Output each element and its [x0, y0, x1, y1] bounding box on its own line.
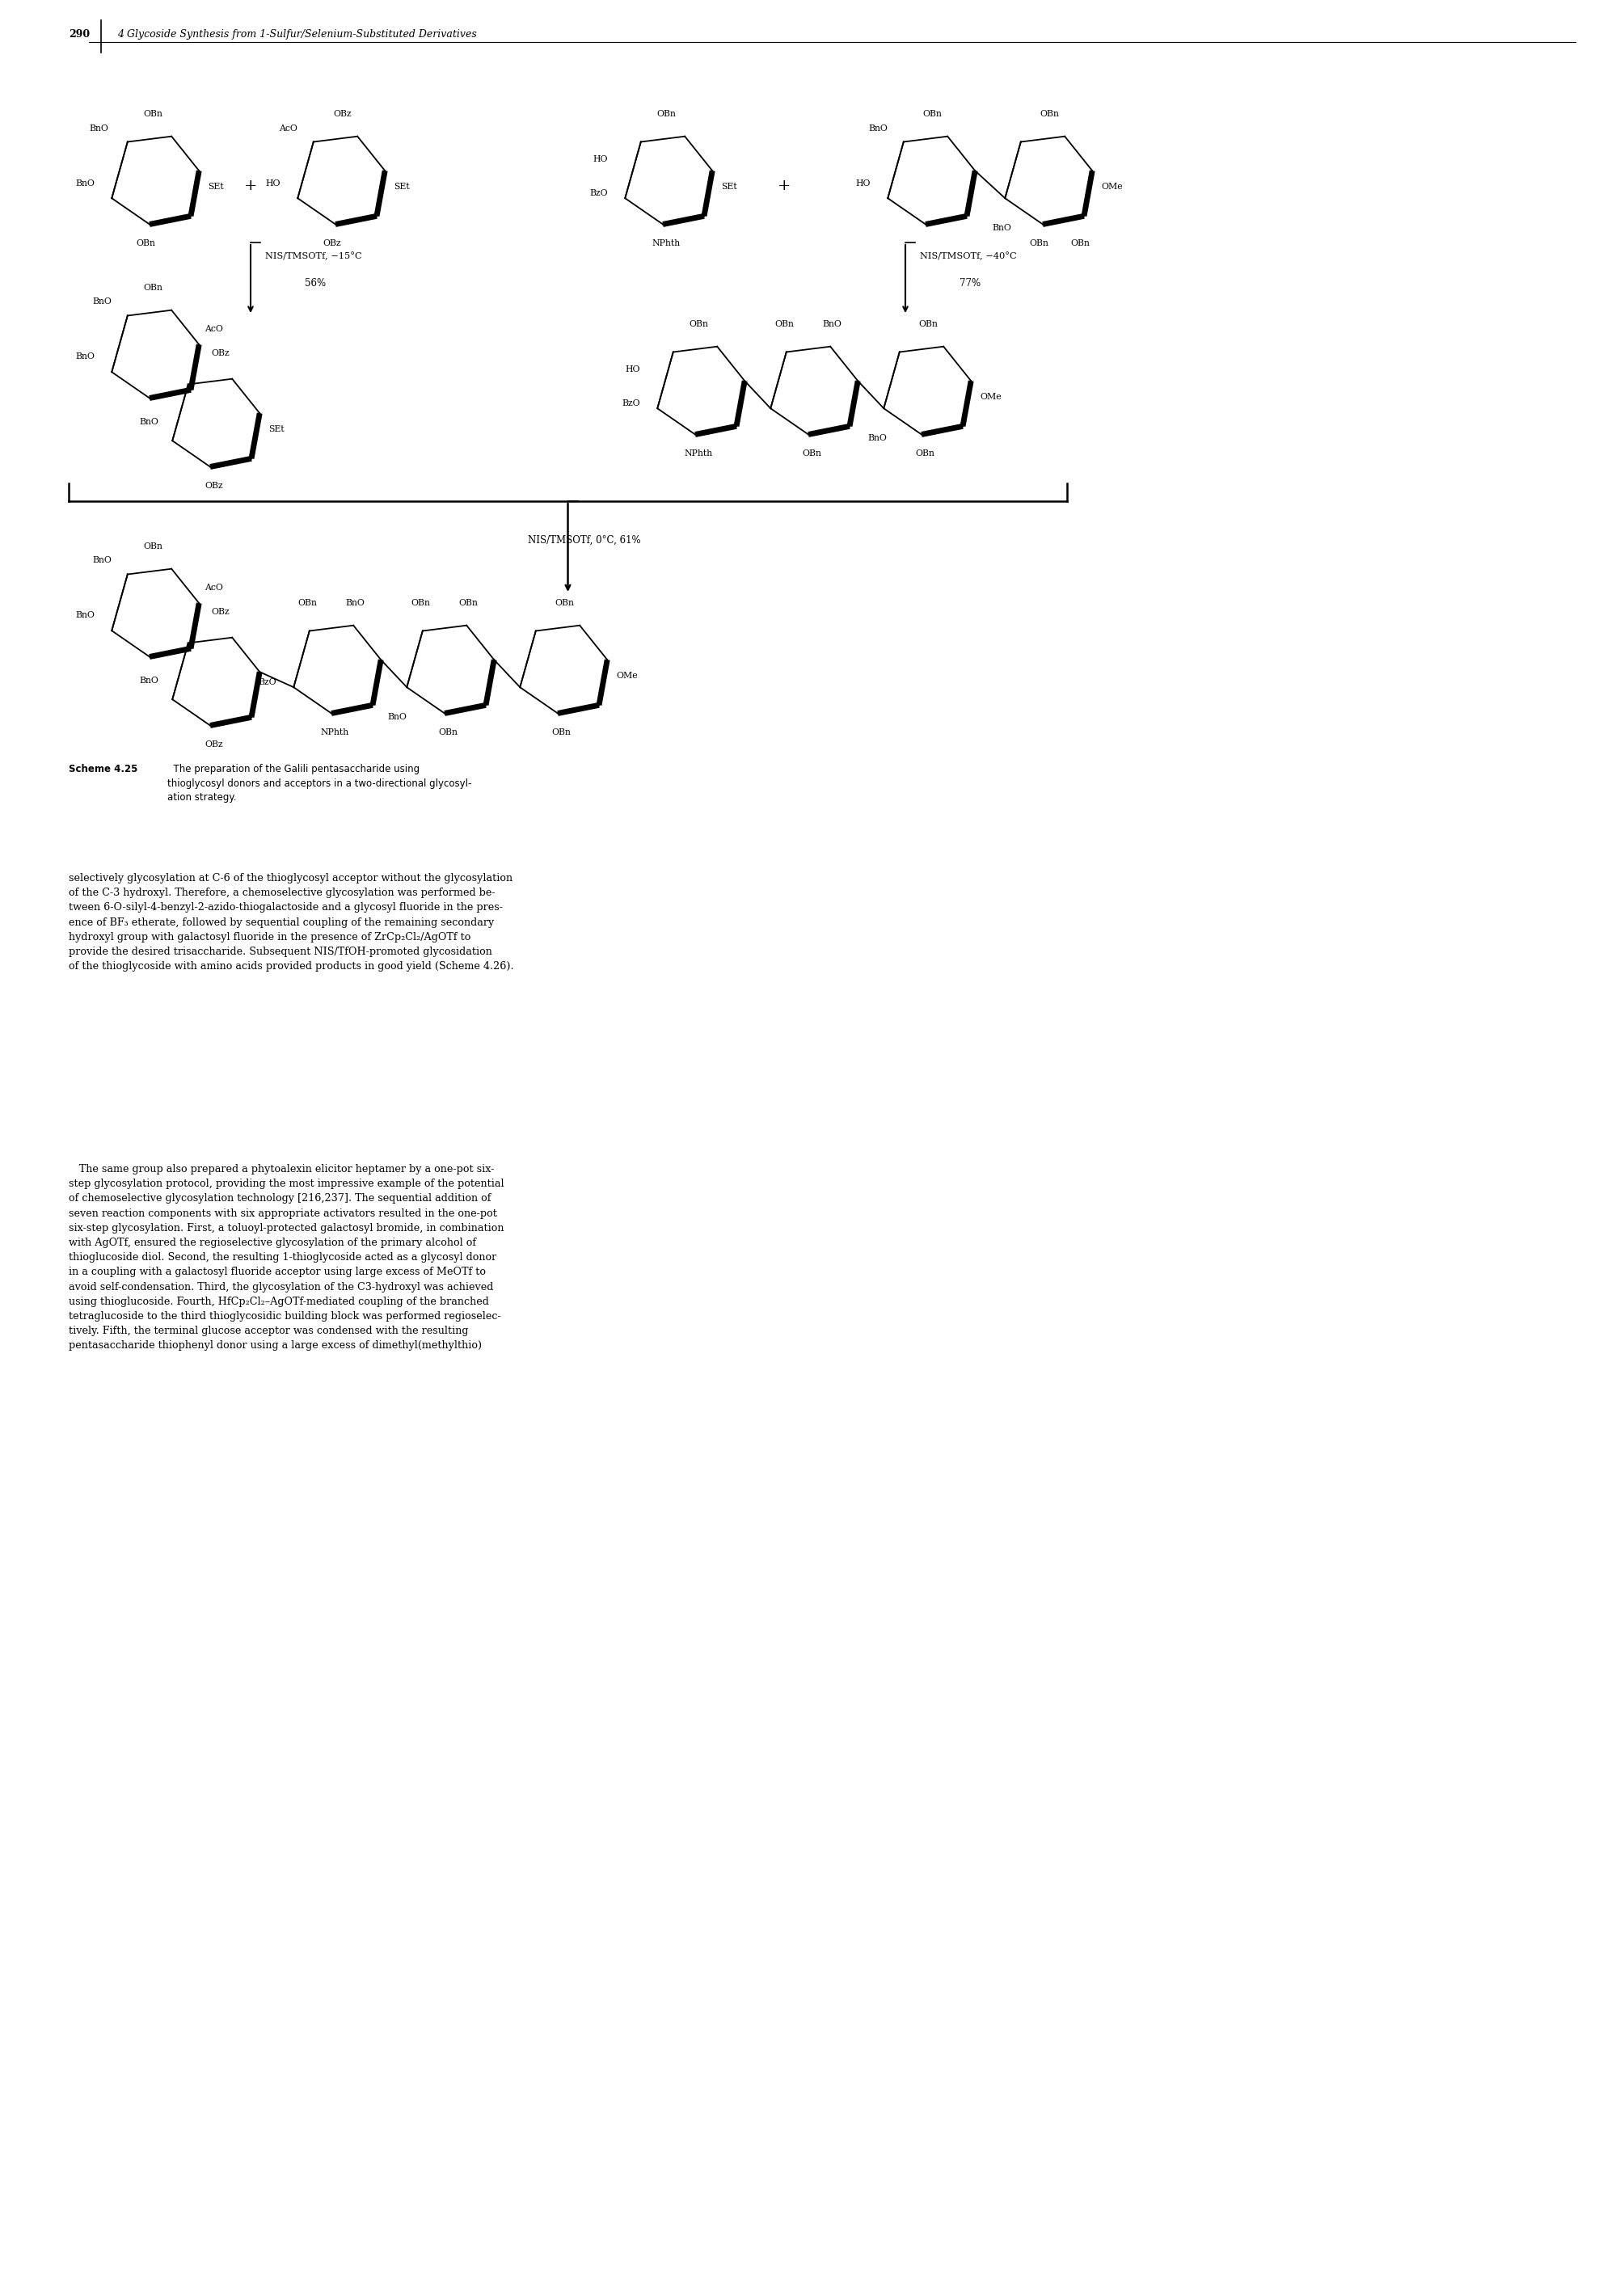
Text: OBn: OBn: [136, 240, 156, 247]
Text: BzO: BzO: [622, 398, 640, 408]
Text: BnO: BnO: [140, 419, 159, 426]
Text: BnO: BnO: [869, 124, 888, 133]
Text: selectively glycosylation at C-6 of the thioglycosyl acceptor without the glycos: selectively glycosylation at C-6 of the …: [68, 872, 513, 971]
Text: Scheme 4.25: Scheme 4.25: [68, 765, 138, 774]
Text: BnO: BnO: [93, 298, 112, 307]
Text: NPhth: NPhth: [653, 240, 680, 247]
Text: OBz: OBz: [211, 609, 229, 616]
Text: OMe: OMe: [615, 671, 638, 680]
Text: OBn: OBn: [143, 543, 162, 550]
Text: NPhth: NPhth: [684, 449, 713, 458]
Text: OBn: OBn: [1030, 240, 1049, 247]
Text: BnO: BnO: [75, 179, 94, 188]
Text: BnO: BnO: [75, 611, 94, 621]
Text: BnO: BnO: [992, 224, 1012, 231]
Text: AcO: AcO: [279, 124, 297, 133]
Text: OMe: OMe: [1101, 183, 1122, 190]
Text: OBn: OBn: [1039, 110, 1059, 117]
Text: OBn: OBn: [438, 728, 458, 737]
Text: OBn: OBn: [143, 284, 162, 291]
Text: SEt: SEt: [268, 426, 284, 433]
Text: BzO: BzO: [258, 678, 276, 687]
Text: OBz: OBz: [205, 481, 222, 490]
Text: +: +: [778, 179, 791, 192]
Text: AcO: AcO: [205, 325, 222, 334]
Text: OMe: OMe: [979, 392, 1002, 401]
Text: OBn: OBn: [1070, 240, 1090, 247]
Text: OBn: OBn: [552, 728, 572, 737]
Text: 56%: 56%: [305, 277, 326, 289]
Text: 77%: 77%: [960, 277, 981, 289]
Text: OBn: OBn: [411, 598, 430, 607]
Text: OBn: OBn: [802, 449, 822, 458]
Text: SEt: SEt: [721, 183, 737, 190]
Text: NIS/TMSOTf, −15°C: NIS/TMSOTf, −15°C: [265, 252, 362, 261]
Text: HO: HO: [593, 156, 607, 163]
Text: BnO: BnO: [75, 353, 94, 362]
Text: OBn: OBn: [656, 110, 676, 117]
Text: OBn: OBn: [297, 598, 317, 607]
Text: BnO: BnO: [867, 433, 887, 442]
Text: OBn: OBn: [919, 321, 939, 327]
Text: OBz: OBz: [205, 740, 222, 749]
Text: SEt: SEt: [395, 183, 409, 190]
Text: BzO: BzO: [590, 190, 607, 197]
Text: NIS/TMSOTf, 0°C, 61%: NIS/TMSOTf, 0°C, 61%: [528, 534, 640, 545]
Text: BnO: BnO: [89, 124, 109, 133]
Text: OBn: OBn: [689, 321, 708, 327]
Text: BnO: BnO: [346, 598, 365, 607]
Text: OBn: OBn: [460, 598, 479, 607]
Text: OBz: OBz: [323, 240, 341, 247]
Text: +: +: [244, 179, 257, 192]
Text: BnO: BnO: [823, 321, 843, 327]
Text: HO: HO: [856, 179, 870, 188]
Text: The preparation of the Galili pentasaccharide using
thioglycosyl donors and acce: The preparation of the Galili pentasacch…: [167, 765, 471, 804]
Text: OBn: OBn: [922, 110, 942, 117]
Text: OBz: OBz: [211, 350, 229, 357]
Text: HO: HO: [266, 179, 281, 188]
Text: NPhth: NPhth: [320, 728, 349, 737]
Text: BnO: BnO: [388, 712, 406, 721]
Text: NIS/TMSOTf, −40°C: NIS/TMSOTf, −40°C: [919, 252, 1017, 261]
Text: 290: 290: [68, 30, 89, 39]
Text: OBn: OBn: [555, 598, 575, 607]
Text: HO: HO: [625, 364, 640, 373]
Text: OBn: OBn: [916, 449, 935, 458]
Text: SEt: SEt: [208, 183, 224, 190]
Text: AcO: AcO: [205, 584, 222, 593]
Text: OBn: OBn: [143, 110, 162, 117]
Text: The same group also prepared a phytoalexin elicitor heptamer by a one-pot six-
s: The same group also prepared a phytoalex…: [68, 1163, 503, 1351]
Text: BnO: BnO: [140, 678, 159, 685]
Text: OBz: OBz: [333, 110, 351, 117]
Text: BnO: BnO: [93, 556, 112, 566]
Text: OBn: OBn: [775, 321, 794, 327]
Text: 4 Glycoside Synthesis from 1-Sulfur/Selenium-Substituted Derivatives: 4 Glycoside Synthesis from 1-Sulfur/Sele…: [117, 30, 477, 39]
